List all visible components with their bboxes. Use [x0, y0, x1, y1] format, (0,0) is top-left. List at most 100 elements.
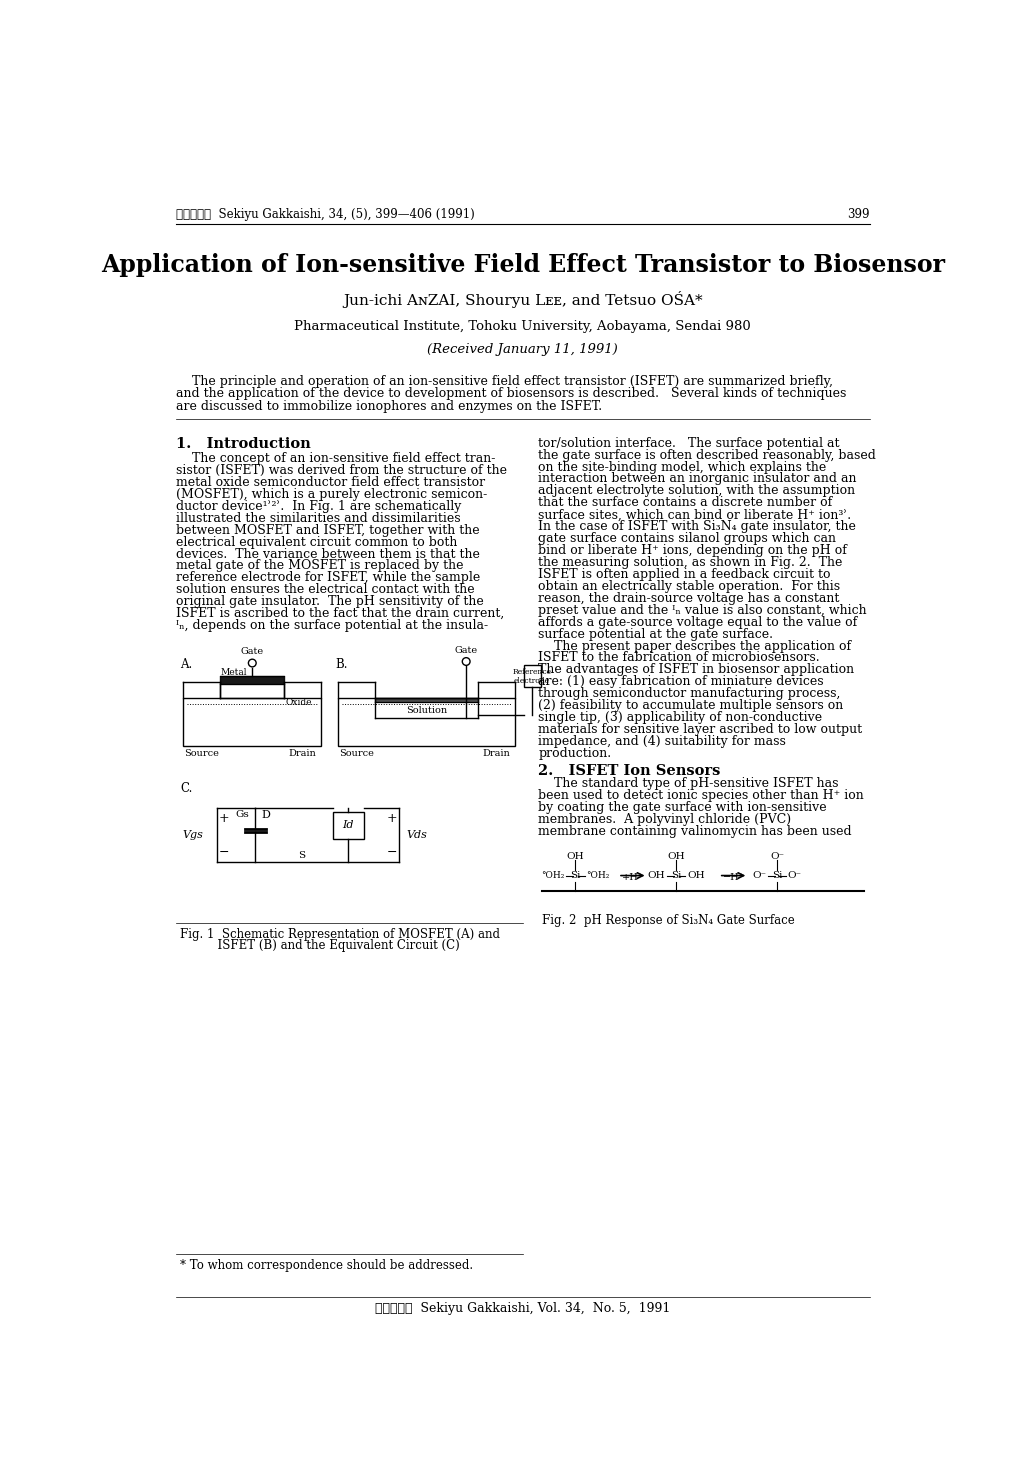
Text: C.: C. [180, 782, 193, 795]
Text: Oxide: Oxide [285, 698, 312, 707]
Text: impedance, and (4) suitability for mass: impedance, and (4) suitability for mass [538, 735, 786, 748]
Text: ductor device¹ʾ²ʾ.  In Fig. 1 are schematically: ductor device¹ʾ²ʾ. In Fig. 1 are schemat… [175, 500, 461, 513]
Text: surface sites, which can bind or liberate H⁺ ion³ʾ.: surface sites, which can bind or liberat… [538, 509, 851, 522]
Text: ᴵₙ, depends on the surface potential at the insula-: ᴵₙ, depends on the surface potential at … [175, 619, 487, 632]
Text: Gs: Gs [235, 810, 249, 819]
Text: The standard type of pH-sensitive ISFET has: The standard type of pH-sensitive ISFET … [538, 778, 838, 791]
Text: O⁻: O⁻ [751, 872, 765, 881]
Text: the measuring solution, as shown in Fig. 2.  The: the measuring solution, as shown in Fig.… [538, 556, 842, 569]
Text: The principle and operation of an ion-sensitive field effect transistor (ISFET) : The principle and operation of an ion-se… [175, 375, 832, 388]
Circle shape [462, 657, 470, 666]
Text: electrical equivalent circuit common to both: electrical equivalent circuit common to … [175, 535, 457, 548]
Text: bind or liberate H⁺ ions, depending on the pH of: bind or liberate H⁺ ions, depending on t… [538, 544, 847, 557]
Text: Pharmaceutical Institute, Tohoku University, Aobayama, Sendai 980: Pharmaceutical Institute, Tohoku Univers… [294, 320, 750, 334]
Text: In the case of ISFET with Si₃N₄ gate insulator, the: In the case of ISFET with Si₃N₄ gate ins… [538, 520, 855, 534]
Text: Source: Source [184, 748, 219, 757]
Text: −: − [219, 845, 229, 858]
Text: single tip, (3) applicability of non-conductive: single tip, (3) applicability of non-con… [538, 711, 821, 725]
Text: original gate insulator.  The pH sensitivity of the: original gate insulator. The pH sensitiv… [175, 595, 483, 609]
Text: preset value and the ᴵₙ value is also constant, which: preset value and the ᴵₙ value is also co… [538, 604, 866, 617]
Text: Fig. 1  Schematic Representation of MOSFET (A) and: Fig. 1 Schematic Representation of MOSFE… [180, 928, 499, 941]
Text: tor/solution interface.   The surface potential at: tor/solution interface. The surface pote… [538, 437, 839, 450]
Text: ISFET is often applied in a feedback circuit to: ISFET is often applied in a feedback cir… [538, 567, 829, 581]
Text: Application of Ion-sensitive Field Effect Transistor to Biosensor: Application of Ion-sensitive Field Effec… [101, 253, 944, 276]
Text: °OH₂: °OH₂ [586, 872, 609, 881]
Text: °OH₂: °OH₂ [541, 872, 565, 881]
Text: OH: OH [687, 872, 704, 881]
Text: OH: OH [647, 872, 664, 881]
Text: the gate surface is often described reasonably, based: the gate surface is often described reas… [538, 448, 875, 462]
Text: Drain: Drain [482, 748, 510, 757]
Text: D: D [261, 810, 270, 820]
Text: production.: production. [538, 747, 610, 760]
Text: Gate: Gate [454, 645, 477, 654]
Text: The present paper describes the application of: The present paper describes the applicat… [538, 639, 851, 653]
Text: (Received January 11, 1991): (Received January 11, 1991) [427, 343, 618, 356]
Text: The advantages of ISFET in biosensor application: The advantages of ISFET in biosensor app… [538, 663, 854, 676]
Text: +: + [219, 813, 229, 826]
Text: interaction between an inorganic insulator and an: interaction between an inorganic insulat… [538, 472, 856, 485]
Text: 石油学会誌  Sekiyu Gakkaishi, 34, (5), 399—406 (1991): 石油学会誌 Sekiyu Gakkaishi, 34, (5), 399—406… [175, 209, 474, 222]
Text: Metal: Metal [220, 667, 247, 676]
Text: solution ensures the electrical contact with the: solution ensures the electrical contact … [175, 584, 474, 597]
Text: +: + [386, 813, 396, 826]
Text: Si: Si [570, 872, 580, 881]
Bar [338, 698, 515, 747]
Text: Solution: Solution [406, 706, 446, 714]
Text: OH: OH [567, 851, 584, 861]
Text: membrane containing valinomycin has been used: membrane containing valinomycin has been… [538, 825, 851, 838]
Text: by coating the gate surface with ion-sensitive: by coating the gate surface with ion-sen… [538, 801, 826, 814]
Text: Vds: Vds [407, 829, 427, 839]
Text: devices.  The variance between them is that the: devices. The variance between them is th… [175, 547, 479, 560]
Text: been used to detect ionic species other than H⁺ ion: been used to detect ionic species other … [538, 789, 863, 803]
Text: and the application of the device to development of biosensors is described.   S: and the application of the device to dev… [175, 388, 845, 400]
Text: 2.   ISFET Ion Sensors: 2. ISFET Ion Sensors [538, 763, 719, 778]
Text: Si: Si [771, 872, 782, 881]
Text: sistor (ISFET) was derived from the structure of the: sistor (ISFET) was derived from the stru… [175, 465, 506, 476]
Text: 石油学会誌  Sekiyu Gakkaishi, Vol. 34,  No. 5,  1991: 石油学会誌 Sekiyu Gakkaishi, Vol. 34, No. 5, … [375, 1302, 669, 1316]
Text: membranes.  A polyvinyl chloride (PVC): membranes. A polyvinyl chloride (PVC) [538, 813, 791, 826]
Text: Jun-ichi AɴZAI, Shouryu Lᴇᴇ, and Tetsuo OŚA*: Jun-ichi AɴZAI, Shouryu Lᴇᴇ, and Tetsuo … [342, 291, 702, 309]
Text: metal oxide semiconductor field effect transistor: metal oxide semiconductor field effect t… [175, 476, 484, 490]
Text: that the surface contains a discrete number of: that the surface contains a discrete num… [538, 497, 832, 509]
Text: O⁻: O⁻ [769, 851, 784, 861]
Text: 399: 399 [847, 209, 869, 222]
Text: (2) feasibility to accumulate multiple sensors on: (2) feasibility to accumulate multiple s… [538, 700, 843, 713]
Text: −H⁺: −H⁺ [721, 873, 744, 882]
Text: Source: Source [339, 748, 374, 757]
Text: gate surface contains silanol groups which can: gate surface contains silanol groups whi… [538, 532, 836, 545]
Text: S: S [298, 851, 305, 860]
Text: affords a gate-source voltage equal to the value of: affords a gate-source voltage equal to t… [538, 616, 857, 629]
Bar [332, 811, 364, 838]
Text: surface potential at the gate surface.: surface potential at the gate surface. [538, 628, 772, 641]
Text: B.: B. [335, 657, 347, 670]
Text: −: − [386, 845, 396, 858]
Text: Fig. 2  pH Response of Si₃N₄ Gate Surface: Fig. 2 pH Response of Si₃N₄ Gate Surface [541, 914, 794, 928]
Text: Gate: Gate [240, 647, 264, 656]
Text: OH: OH [666, 851, 685, 861]
Text: ISFET is ascribed to the fact that the drain current,: ISFET is ascribed to the fact that the d… [175, 607, 503, 620]
Text: ISFET (B) and the Equivalent Circuit (C): ISFET (B) and the Equivalent Circuit (C) [180, 939, 460, 951]
Circle shape [249, 659, 256, 667]
Text: (MOSFET), which is a purely electronic semicon-: (MOSFET), which is a purely electronic s… [175, 488, 486, 501]
Text: 1.   Introduction: 1. Introduction [175, 437, 310, 451]
Text: Si: Si [671, 872, 681, 881]
Text: Drain: Drain [288, 748, 316, 757]
Bar [523, 666, 540, 686]
Text: illustrated the similarities and dissimilarities: illustrated the similarities and dissimi… [175, 512, 460, 525]
Text: on the site-binding model, which explains the: on the site-binding model, which explain… [538, 460, 825, 473]
Text: reason, the drain-source voltage has a constant: reason, the drain-source voltage has a c… [538, 592, 839, 604]
Text: ISFET to the fabrication of microbiosensors.: ISFET to the fabrication of microbiosens… [538, 651, 819, 664]
Bar [183, 698, 321, 747]
Text: Reference
electrode: Reference electrode [512, 667, 551, 685]
Text: between MOSFET and ISFET, together with the: between MOSFET and ISFET, together with … [175, 523, 479, 537]
Text: * To whom correspondence should be addressed.: * To whom correspondence should be addre… [180, 1258, 473, 1272]
Text: +H⁺: +H⁺ [622, 873, 643, 882]
Text: reference electrode for ISFET, while the sample: reference electrode for ISFET, while the… [175, 572, 479, 585]
Text: adjacent electrolyte solution, with the assumption: adjacent electrolyte solution, with the … [538, 485, 855, 497]
Text: are discussed to immobilize ionophores and enzymes on the ISFET.: are discussed to immobilize ionophores a… [175, 400, 601, 413]
Text: Vgs: Vgs [182, 829, 203, 839]
Text: The concept of an ion-sensitive field effect tran-: The concept of an ion-sensitive field ef… [175, 453, 494, 465]
Text: A.: A. [180, 657, 193, 670]
Text: are: (1) easy fabrication of miniature devices: are: (1) easy fabrication of miniature d… [538, 675, 823, 688]
